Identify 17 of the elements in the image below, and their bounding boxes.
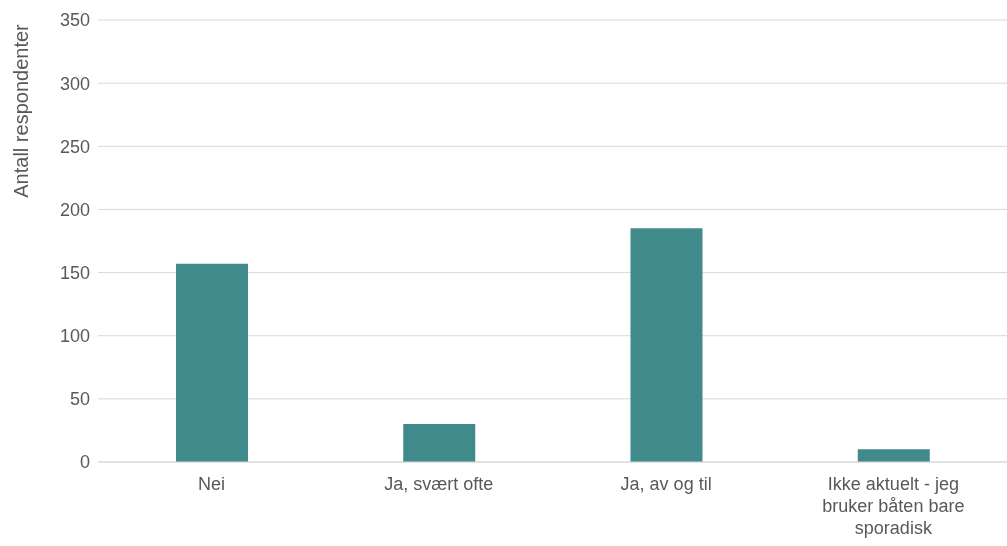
- y-tick-label: 250: [59, 136, 90, 157]
- x-tick-label: Ikke aktuelt - jeg bruker båten bare sporadisk: [822, 474, 965, 538]
- y-tick-label: 0: [79, 452, 90, 473]
- bar: [176, 263, 248, 462]
- x-tick-label: Ja, av og til: [620, 474, 712, 494]
- y-tick-label: 50: [69, 389, 90, 410]
- bar: [630, 228, 703, 462]
- y-tick-label: 350: [59, 10, 90, 31]
- y-axis-title: Antall respondenter: [10, 23, 33, 198]
- y-tick-label: 100: [59, 326, 90, 347]
- y-tick-label: 200: [59, 199, 90, 220]
- x-tick-label: Nei: [198, 474, 226, 494]
- x-tick-label: Ja, svært ofte: [384, 474, 494, 494]
- y-tick-label: 150: [59, 262, 90, 283]
- y-tick-label: 300: [59, 73, 90, 94]
- bar: [857, 449, 930, 462]
- bar: [403, 424, 476, 462]
